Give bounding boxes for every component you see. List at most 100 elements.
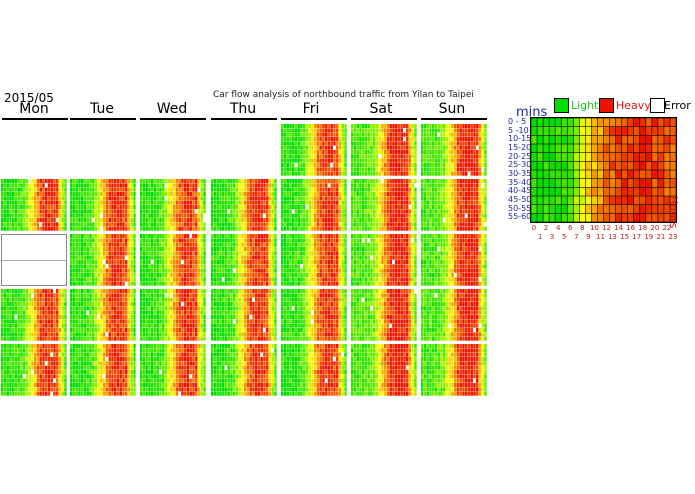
heat-cell	[316, 260, 320, 265]
heat-cell	[31, 196, 34, 201]
heat-cell	[283, 277, 287, 282]
heat-cell	[1, 336, 4, 341]
heat-cell	[1, 183, 4, 188]
heat-cell	[364, 196, 368, 201]
heat-cell	[140, 209, 143, 214]
heat-cell	[467, 150, 471, 155]
heat-cell	[178, 268, 181, 273]
heat-cell	[6, 200, 9, 205]
heat-cell	[145, 260, 148, 265]
heat-cell	[244, 187, 247, 192]
heat-cell	[281, 260, 284, 265]
heat-cell	[213, 264, 217, 269]
heat-cell	[92, 260, 95, 265]
heat-cell	[429, 145, 432, 150]
heat-cell	[330, 192, 333, 197]
heat-cell	[219, 205, 222, 210]
heat-cell	[36, 218, 40, 223]
heat-cell	[381, 222, 384, 227]
heat-cell	[351, 234, 354, 239]
heat-cell	[58, 328, 62, 333]
heat-cell	[338, 264, 342, 269]
heat-cell	[400, 150, 403, 155]
heat-cell	[119, 205, 122, 210]
heat-cell	[281, 124, 284, 129]
heat-cell	[311, 187, 314, 192]
heat-cell	[308, 137, 311, 142]
heat-cell	[423, 137, 427, 142]
heat-cell	[125, 222, 128, 227]
heat-cell	[197, 281, 201, 286]
heat-cell	[238, 260, 241, 265]
heat-cell	[440, 132, 443, 137]
heat-cell	[105, 218, 109, 223]
heat-cell	[167, 268, 170, 273]
heat-cell	[114, 277, 117, 282]
heat-cell	[268, 205, 272, 210]
heat-cell	[181, 222, 184, 227]
heat-cell	[403, 281, 406, 286]
heat-cell	[473, 260, 476, 265]
heat-cell	[105, 251, 109, 256]
heat-cell	[286, 273, 289, 278]
heat-cell	[367, 158, 370, 163]
heat-cell	[338, 192, 342, 197]
heat-cell	[303, 187, 306, 192]
heat-cell	[403, 238, 406, 243]
heat-cell	[252, 192, 255, 197]
heat-cell	[181, 247, 184, 252]
heat-cell	[184, 209, 187, 214]
heat-cell	[246, 205, 250, 210]
heat-cell	[230, 222, 233, 227]
heat-cell	[14, 218, 18, 223]
heat-cell	[286, 268, 289, 273]
heat-cell	[78, 218, 81, 223]
heat-cell	[426, 251, 429, 256]
heat-cell	[434, 222, 438, 227]
heat-cell	[305, 218, 309, 223]
heat-cell	[78, 251, 81, 256]
heat-cell	[294, 205, 298, 210]
heat-cell	[406, 260, 409, 265]
heat-cell	[175, 192, 179, 197]
heat-cell	[197, 222, 201, 227]
heat-cell	[327, 145, 331, 150]
heat-cell	[119, 238, 122, 243]
heat-cell	[465, 179, 468, 184]
heat-cell	[186, 196, 190, 201]
heat-cell	[429, 238, 432, 243]
heat-cell	[448, 141, 451, 146]
heat-cell	[23, 328, 26, 333]
heat-cell	[78, 277, 81, 282]
heat-cell	[50, 302, 53, 307]
heat-cell	[140, 234, 143, 239]
heat-cell	[316, 213, 320, 218]
heat-cell	[470, 145, 473, 150]
heat-cell	[429, 255, 432, 260]
heat-cell	[373, 226, 376, 231]
heat-cell	[224, 218, 228, 223]
heat-cell	[233, 273, 236, 278]
heat-cell	[170, 222, 173, 227]
heat-cell	[454, 141, 457, 146]
heat-cell	[222, 264, 225, 269]
heat-cell	[384, 150, 387, 155]
heat-cell	[122, 264, 125, 269]
heat-cell	[362, 167, 365, 172]
heat-cell	[28, 192, 31, 197]
heat-cell	[437, 222, 440, 227]
heat-cell	[283, 205, 287, 210]
heat-cell	[303, 132, 306, 137]
heat-cell	[25, 218, 29, 223]
heat-cell	[414, 192, 417, 197]
heat-cell	[224, 192, 228, 197]
heat-cell	[105, 234, 109, 239]
heat-cell	[281, 273, 284, 278]
heat-cell	[58, 315, 62, 320]
heat-cell	[233, 268, 236, 273]
heat-cell	[246, 187, 250, 192]
heat-cell	[378, 218, 381, 223]
heat-cell	[266, 187, 269, 192]
heat-cell	[20, 315, 23, 320]
heat-cell	[108, 277, 111, 282]
